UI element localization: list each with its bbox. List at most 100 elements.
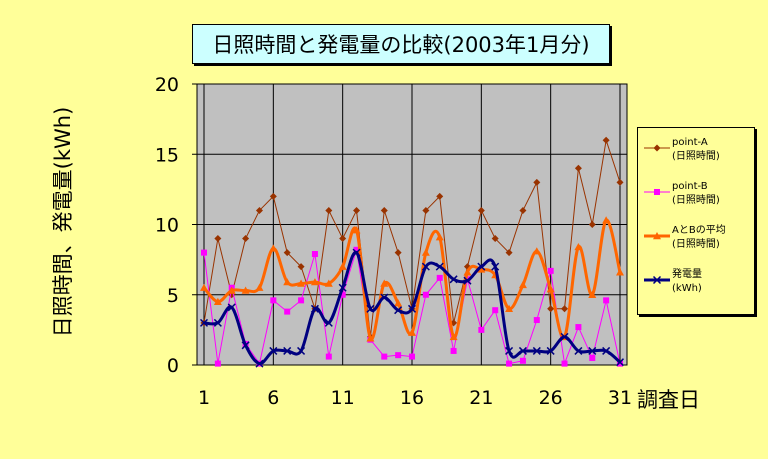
data-point-point-a — [394, 249, 402, 257]
data-point-power — [546, 346, 555, 355]
data-point-power — [574, 346, 583, 355]
data-point-point-a — [353, 206, 361, 214]
legend-text-point-b: point-B (日照時間) — [672, 180, 720, 208]
data-point-point-b — [547, 267, 554, 274]
data-point-point-a — [255, 206, 263, 214]
data-point-point-b — [311, 251, 318, 258]
data-point-average — [477, 265, 486, 273]
data-point-power — [421, 262, 430, 271]
data-point-average — [213, 297, 222, 305]
data-point-point-b — [298, 297, 305, 304]
legend-item-point-a: point-A (日照時間) — [638, 136, 754, 172]
legend-swatch-average — [644, 232, 670, 240]
data-point-point-a — [269, 192, 277, 200]
legend-marker — [652, 275, 662, 285]
data-point-point-b — [478, 326, 485, 333]
legend-label-average: AとBの平均 — [672, 225, 726, 236]
data-point-power — [255, 359, 264, 368]
data-point-average — [616, 268, 624, 276]
legend-label-power: 発電量 — [672, 269, 702, 280]
legend-sublabel-point-b: (日照時間) — [672, 195, 720, 206]
data-point-power — [324, 318, 333, 327]
data-point-power — [297, 346, 306, 355]
data-point-power — [518, 346, 527, 355]
data-point-point-b — [270, 297, 277, 304]
series-point-a — [200, 136, 624, 341]
data-point-point-a — [547, 305, 555, 313]
data-point-point-b — [201, 249, 207, 256]
legend-sublabel-average: (日照時間) — [672, 239, 720, 250]
data-point-power — [407, 304, 417, 313]
data-point-point-b — [436, 274, 443, 281]
legend-label-point-b: point-B — [672, 181, 708, 192]
data-point-point-a — [519, 206, 527, 214]
y-axis-label: 日照時間、発電量(kWh) — [51, 106, 75, 338]
series-power — [199, 248, 625, 368]
data-point-power — [491, 262, 500, 271]
data-point-average — [241, 286, 250, 294]
chart-title: 日照時間と発電量の比較(2003年1月分) — [192, 24, 610, 64]
data-point-point-b — [561, 360, 568, 367]
data-point-average — [310, 278, 319, 286]
data-point-power — [283, 346, 292, 355]
data-point-point-b — [422, 291, 429, 298]
data-point-average — [408, 328, 416, 336]
data-point-power — [338, 283, 347, 292]
data-point-point-b — [506, 360, 513, 367]
data-point-average — [602, 216, 611, 224]
data-point-point-a — [574, 164, 582, 172]
data-point-point-b — [603, 297, 610, 304]
data-point-power — [560, 332, 569, 341]
data-point-point-b — [395, 352, 402, 359]
data-point-point-b — [617, 360, 623, 367]
data-point-average — [283, 278, 292, 286]
data-point-point-a — [422, 206, 430, 214]
data-point-average — [269, 244, 278, 252]
data-point-power — [532, 346, 541, 355]
legend-swatch-point-b — [644, 189, 670, 195]
data-point-average — [324, 279, 333, 287]
legend-marker — [653, 144, 661, 152]
data-point-point-b — [575, 324, 582, 331]
data-point-power — [602, 346, 611, 355]
data-point-point-a — [214, 235, 222, 243]
data-point-average — [394, 299, 403, 307]
data-point-power — [449, 275, 458, 284]
data-point-power — [213, 318, 222, 327]
data-point-point-a — [477, 206, 485, 214]
data-point-point-a — [380, 206, 388, 214]
data-point-average — [352, 226, 361, 234]
data-point-point-a — [491, 235, 499, 243]
data-point-power — [227, 303, 236, 312]
x-tick-label: 11 — [331, 387, 355, 409]
data-point-average — [227, 286, 236, 294]
data-point-point-b — [381, 353, 388, 360]
x-tick-label: 31 — [608, 387, 632, 409]
data-point-point-a — [505, 249, 513, 257]
legend-item-power: 発電量 (kWh) — [638, 268, 754, 304]
legend-swatch-point-a — [644, 144, 670, 152]
x-tick-label: 16 — [400, 387, 424, 409]
data-point-point-b — [492, 307, 499, 314]
y-tick-label: 20 — [155, 74, 179, 96]
data-point-power — [310, 304, 319, 313]
legend-text-point-a: point-A (日照時間) — [672, 136, 720, 164]
data-point-point-a — [283, 249, 291, 257]
x-tick-label: 6 — [267, 387, 279, 409]
data-point-point-a — [616, 178, 624, 186]
data-point-power — [505, 346, 514, 355]
data-point-average — [200, 283, 208, 291]
data-point-average — [518, 280, 527, 289]
data-point-average — [588, 290, 597, 298]
data-point-average — [380, 279, 389, 287]
data-point-power — [463, 276, 472, 285]
legend-marker — [654, 189, 660, 195]
y-tick-label: 10 — [155, 215, 179, 237]
data-point-average — [297, 279, 306, 287]
data-point-point-b — [325, 353, 332, 360]
x-tick-label: 21 — [469, 387, 493, 409]
data-point-average — [338, 262, 347, 270]
data-point-average — [421, 248, 430, 256]
